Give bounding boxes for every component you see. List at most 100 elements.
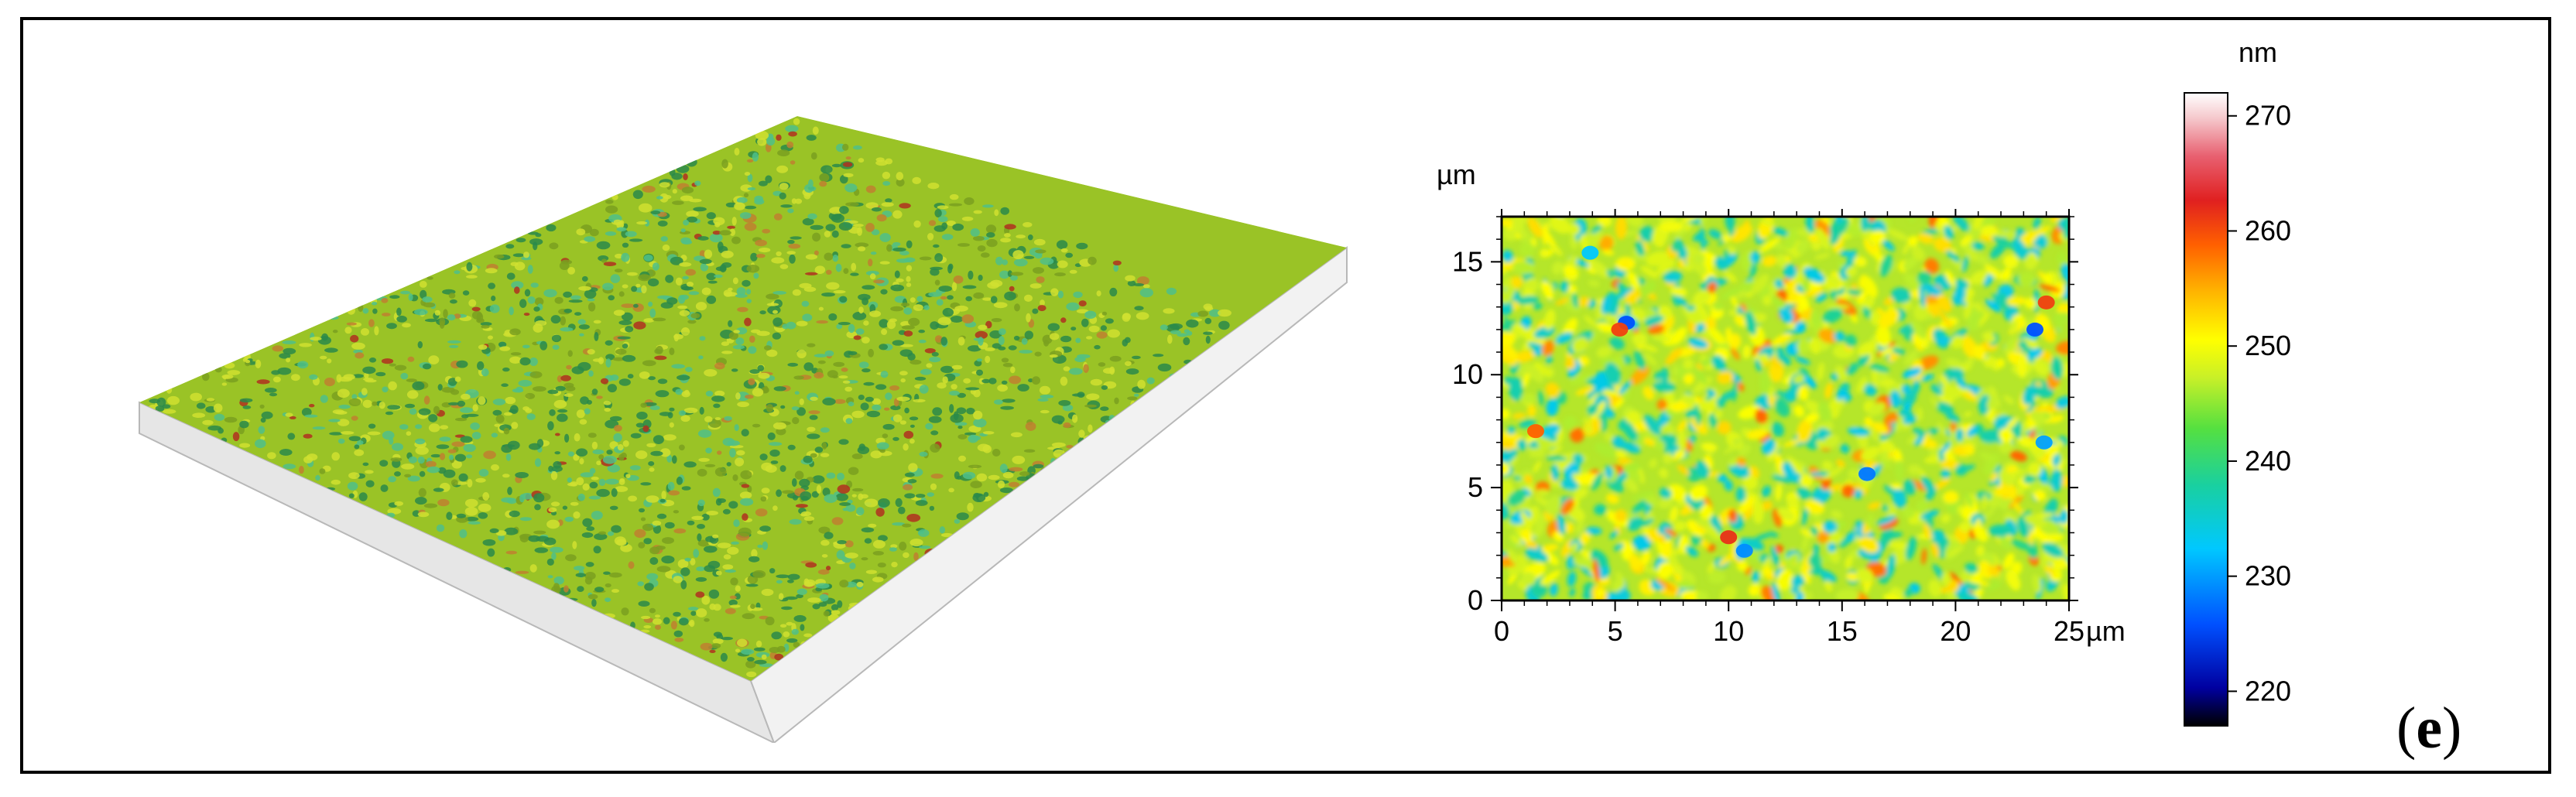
surface-speckle [221,374,234,379]
heatmap-speckle [1795,591,1804,600]
surface-speckle [598,478,606,486]
heatmap-speckle [1943,225,1954,240]
surface-speckle [679,262,692,267]
surface-speckle [423,302,436,308]
surface-speckle [388,381,397,391]
heatmap-speckle [1998,534,2012,550]
surface-speckle [837,600,843,608]
heatmap-speckle [1774,242,1784,251]
surface-speckle [581,275,588,282]
surface-speckle [472,404,478,412]
heatmap-speckle [1783,264,1797,279]
heatmap-speckle [1653,381,1676,392]
surface-speckle [872,398,882,405]
heatmap-speckle [1797,338,1811,354]
surface-speckle [511,281,524,289]
surface-speckle [779,192,786,200]
surface-speckle [842,162,853,167]
heatmap-speckle [1632,499,1649,515]
heatmap-speckle [1749,263,1757,277]
heatmap-speckle [1837,217,1849,235]
heatmap-speckle [1835,398,1845,413]
surface-speckle [841,244,851,248]
heatmap-speckle [1569,587,1576,597]
surface-speckle [890,284,904,292]
heatmap-speckle [1670,327,1687,345]
surface-speckle [982,431,995,435]
surface-speckle [1146,377,1155,385]
surface-speckle [1034,351,1042,357]
surface-speckle [1271,369,1285,374]
surface-speckle [470,422,480,430]
heatmap-speckle [2060,475,2069,487]
surface-speckle [567,350,573,357]
surface-speckle [1096,290,1101,296]
surface-speckle [567,477,572,483]
surface-speckle [155,405,165,412]
surface-speckle [519,357,531,366]
heatmap-speckle [1892,347,1906,355]
surface-speckle [534,504,541,511]
heatmap-speckle [1646,251,1670,267]
heatmap-speckle [1761,501,1773,511]
surface-speckle [872,539,886,549]
surface-speckle [515,570,529,574]
x-tick-label: 10 [1713,615,1744,647]
surface-speckle [765,175,772,183]
surface-speckle [447,378,457,386]
surface-speckle [446,511,453,520]
surface-speckle [803,362,814,371]
surface-speckle [1290,441,1303,445]
heatmap-speckle [1838,287,1845,296]
surface-speckle [930,474,944,479]
heatmap-speckle [1794,356,1810,365]
surface-speckle [999,463,1008,474]
surface-speckle [727,440,740,446]
surface-speckle [492,398,506,405]
surface-speckle [580,472,594,477]
surface-speckle [566,364,572,370]
surface-speckle [239,443,251,448]
surface-speckle [390,457,402,462]
surface-speckle [696,566,705,572]
surface-speckle [941,234,954,241]
surface-speckle [1255,395,1262,402]
surface-speckle [1136,276,1149,286]
heatmap-speckle [1707,282,1717,294]
heatmap-speckle [1822,520,1838,533]
surface-speckle [666,454,673,463]
surface-speckle [1284,439,1293,446]
surface-speckle [722,508,731,515]
surface-speckle [697,468,707,477]
heatmap-speckle [1771,296,1786,309]
surface-speckle [1012,250,1024,260]
surface-speckle [833,361,845,368]
heatmap-speckle [1920,509,1940,520]
surface-speckle [711,395,725,402]
surface-speckle [365,379,377,383]
surface-speckle [621,607,629,616]
surface-speckle [1060,376,1068,386]
surface-speckle [354,449,365,457]
surface-speckle [925,422,933,430]
heatmap-speckle [1861,481,1869,491]
surface-speckle [982,444,992,453]
surface-speckle [1078,506,1088,511]
surface-speckle [807,597,821,603]
surface-speckle [967,502,974,512]
heatmap-speckle [1954,463,1968,476]
heatmap-speckle [1553,531,1564,542]
surface-speckle [1027,234,1033,241]
panel-label: (e) [2396,695,2461,762]
surface-speckle [868,258,873,267]
surface-speckle [1259,375,1271,380]
surface-speckle [807,433,820,440]
surface-speckle [949,193,959,200]
heatmap-speckle [1937,335,1950,346]
surface-speckle [512,388,524,393]
surface-speckle [714,221,721,227]
surface-speckle [534,297,544,306]
surface-speckle [709,649,716,654]
surface-speckle [822,487,831,497]
surface-speckle [1203,303,1213,310]
